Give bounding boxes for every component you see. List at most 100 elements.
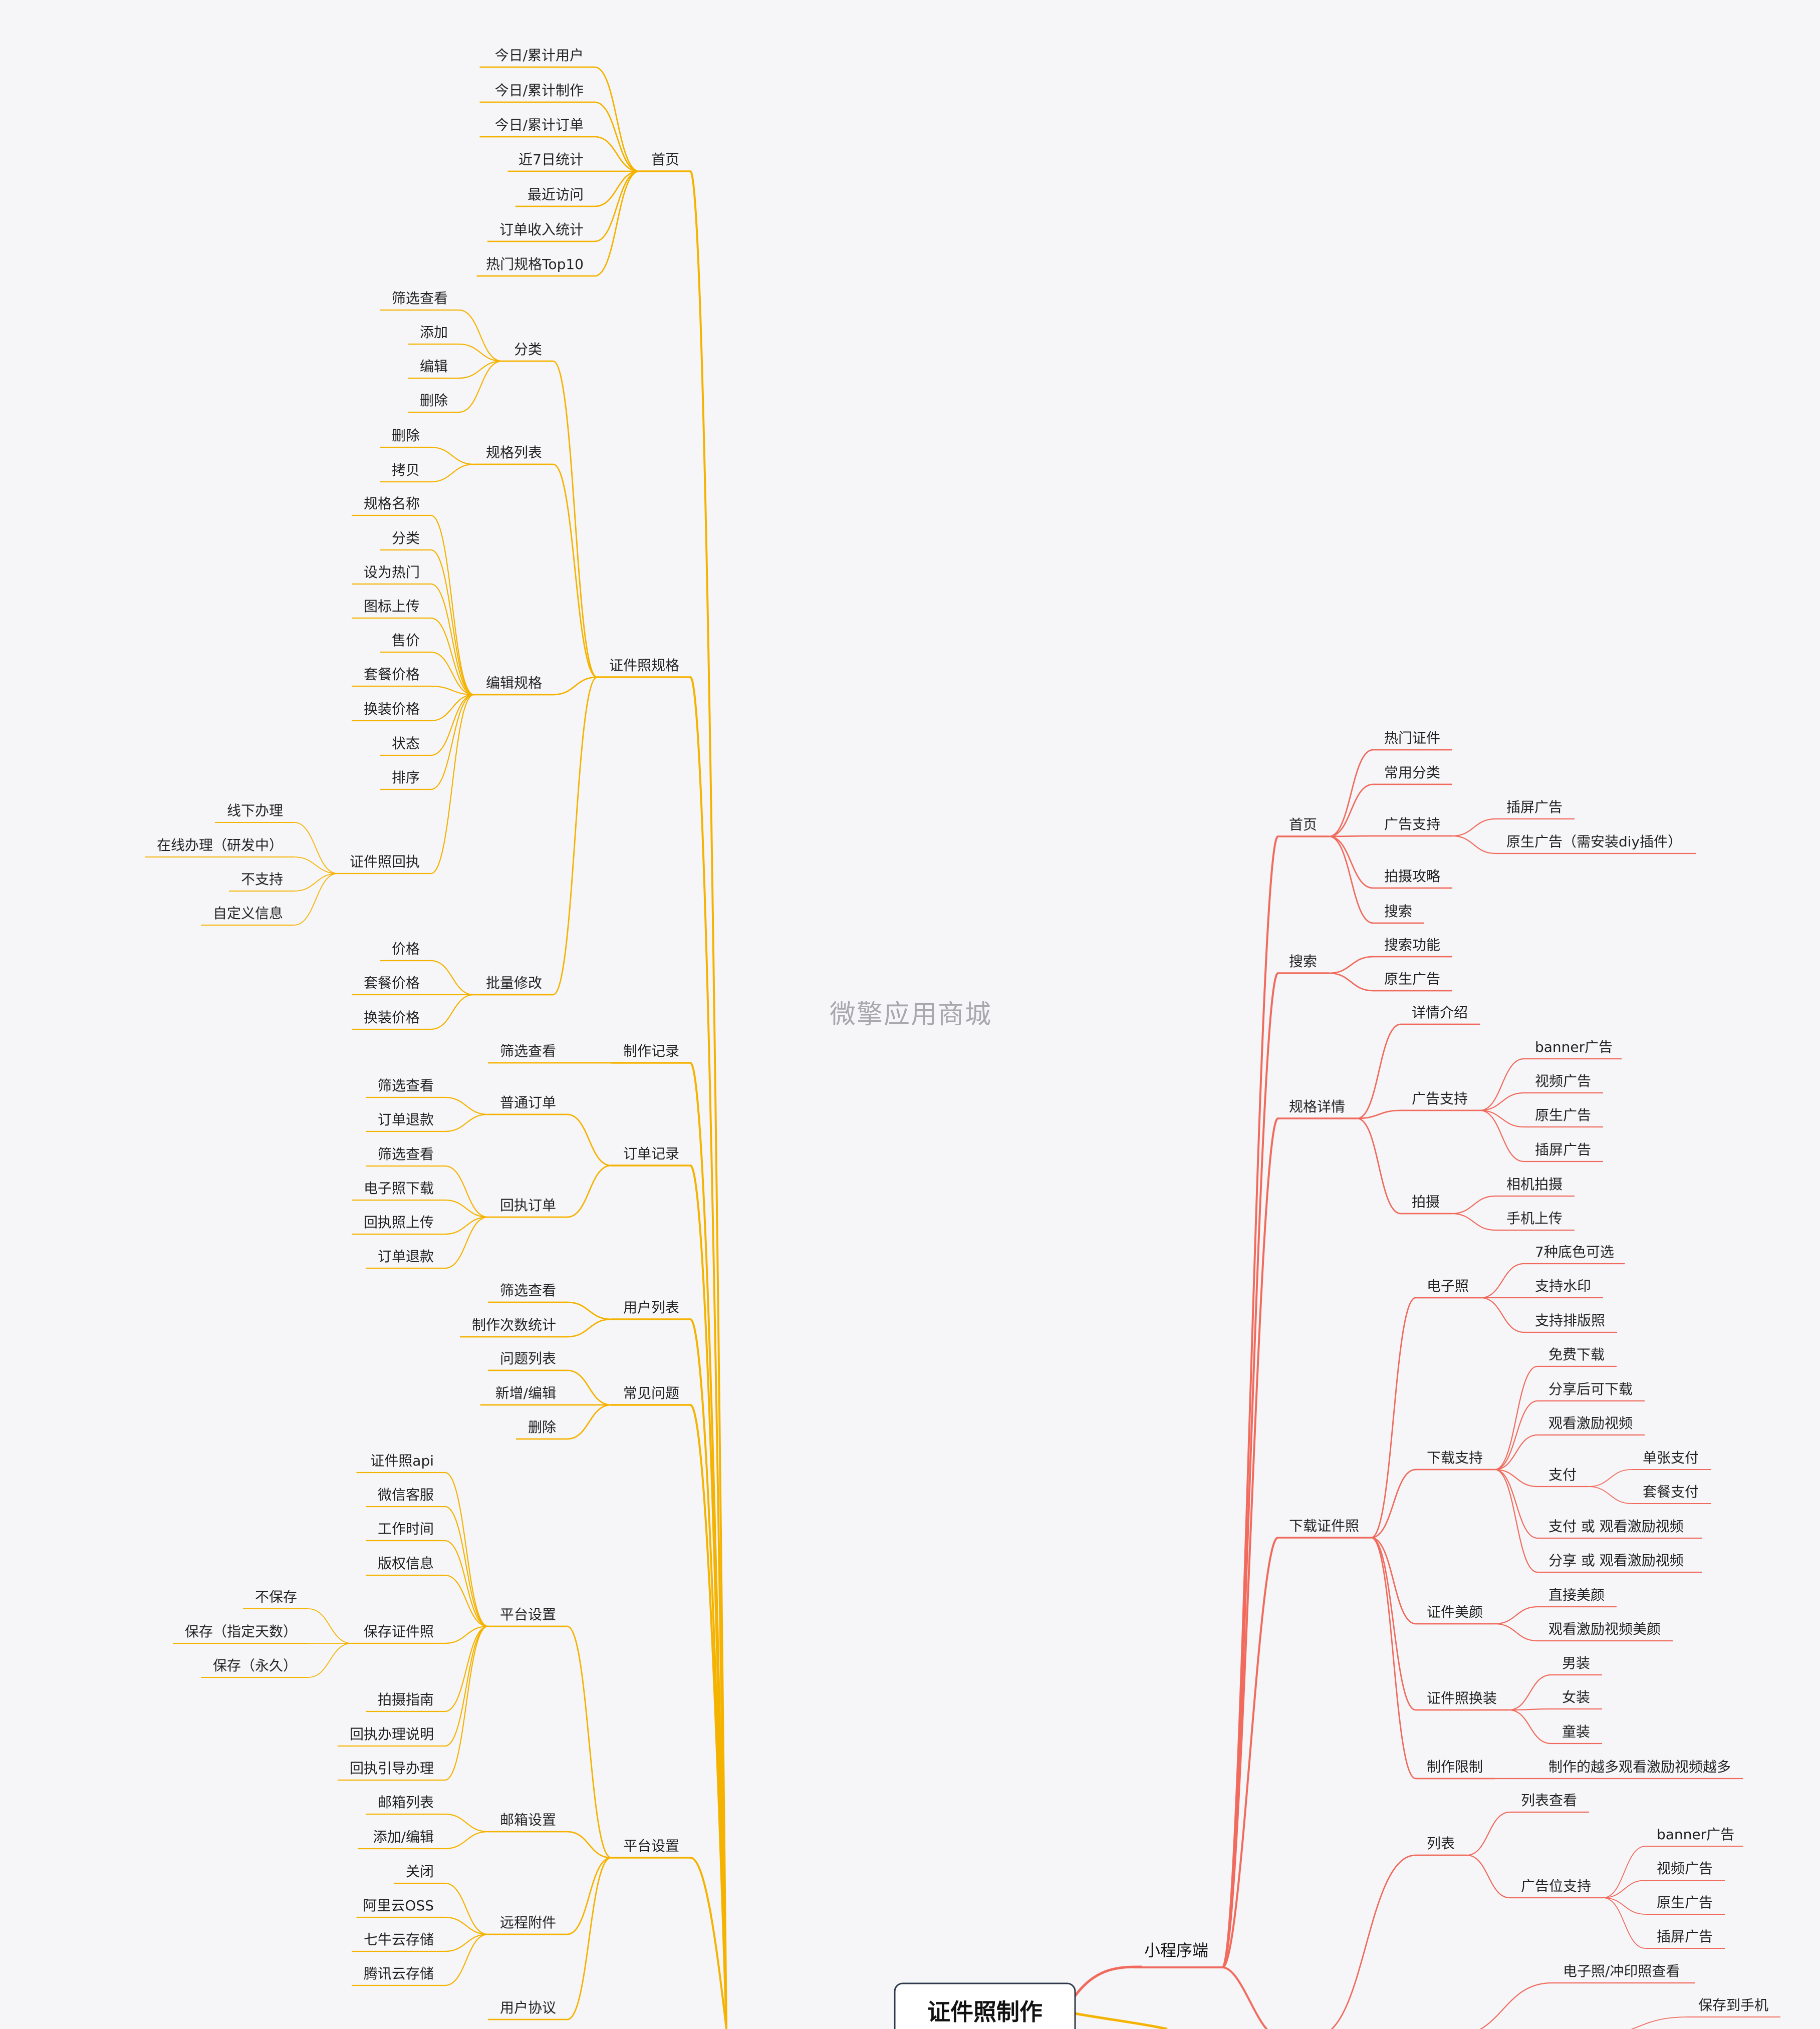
node[interactable]: 筛选查看 [488, 1043, 567, 1064]
node[interactable]: 相机拍摄 [1495, 1176, 1575, 1197]
node[interactable]: 支付 [1537, 1467, 1589, 1488]
node[interactable]: 广告位支持 [1510, 1878, 1603, 1899]
node[interactable]: 回执订单 [488, 1197, 567, 1218]
node[interactable]: 添加 [408, 324, 459, 345]
node[interactable]: 制作记录 [611, 1043, 690, 1064]
node[interactable]: 新增/编辑 [480, 1385, 568, 1406]
node[interactable]: 近7日统计 [507, 151, 595, 172]
node[interactable]: 订单收入统计 [487, 221, 595, 242]
node[interactable]: 制作次数统计 [460, 1317, 567, 1338]
node[interactable]: 今日/累计订单 [479, 117, 595, 138]
node[interactable]: 订单退款 [366, 1248, 445, 1269]
node[interactable]: 保存（指定天数） [173, 1623, 308, 1644]
node[interactable]: 制作的越多观看激励视频越多 [1537, 1759, 1743, 1780]
node[interactable]: 观看激励视频美颜 [1537, 1621, 1673, 1642]
node[interactable]: 不支持 [229, 871, 294, 892]
node[interactable]: 搜索 [1278, 953, 1329, 974]
node[interactable]: 图标上传 [352, 598, 431, 619]
node[interactable]: 回执办理说明 [338, 1726, 445, 1747]
node[interactable]: 腾讯云存储 [352, 1965, 445, 1986]
node[interactable]: 证件照规格 [597, 657, 690, 678]
node[interactable]: banner广告 [1524, 1039, 1622, 1060]
node[interactable]: 拍摄攻略 [1373, 868, 1452, 889]
node[interactable]: 观看激励视频 [1537, 1415, 1645, 1436]
node[interactable]: 分享后可下载 [1537, 1381, 1645, 1402]
node[interactable]: 视频广告 [1646, 1860, 1725, 1881]
center-topic[interactable]: 证件照制作 [894, 1982, 1076, 2029]
node[interactable]: 删除 [380, 427, 431, 448]
node[interactable]: 版权信息 [366, 1555, 445, 1576]
node[interactable]: 分类 [502, 341, 553, 362]
node[interactable]: 规格详情 [1278, 1098, 1357, 1119]
node[interactable]: 保存（永久） [201, 1657, 308, 1678]
node[interactable]: 支持排版照 [1524, 1312, 1617, 1333]
node[interactable]: 邮箱列表 [366, 1794, 445, 1815]
node[interactable]: 分享 或 观看激励视频 [1537, 1552, 1702, 1573]
node[interactable]: 拷贝 [380, 462, 431, 483]
node[interactable]: 排序 [380, 769, 431, 790]
node[interactable]: 平台设置 [611, 1838, 690, 1859]
node[interactable]: 保存证件照 [352, 1623, 445, 1644]
node[interactable]: 七牛云存储 [352, 1931, 445, 1952]
node[interactable]: 支付 或 观看激励视频 [1537, 1518, 1702, 1539]
node[interactable]: 插屏广告 [1495, 799, 1575, 820]
node[interactable]: 用户协议 [488, 1999, 567, 2020]
node[interactable]: 筛选查看 [366, 1146, 445, 1167]
node[interactable]: 自定义信息 [201, 905, 294, 926]
node[interactable]: 平台设置 [488, 1606, 567, 1627]
node[interactable]: 列表 [1416, 1835, 1467, 1856]
node[interactable]: 在线办理（研发中） [145, 837, 294, 857]
node[interactable]: 问题列表 [488, 1350, 567, 1371]
node[interactable]: banner广告 [1646, 1826, 1743, 1847]
node[interactable]: 电子照/冲印照查看 [1552, 1963, 1695, 1984]
node[interactable]: 订单退款 [366, 1111, 445, 1132]
node[interactable]: 电子照 [1416, 1278, 1481, 1299]
node[interactable]: 下载支持 [1416, 1450, 1495, 1471]
node[interactable]: 关闭 [394, 1863, 445, 1884]
node[interactable]: 筛选查看 [380, 290, 459, 311]
node[interactable]: 下载证件照 [1278, 1518, 1371, 1539]
node[interactable]: 热门规格Top10 [476, 256, 595, 277]
node[interactable]: 手机上传 [1495, 1210, 1575, 1231]
node[interactable]: 订单记录 [611, 1145, 690, 1167]
node[interactable]: 远程附件 [488, 1914, 567, 1935]
node[interactable]: 用户列表 [611, 1299, 690, 1320]
node[interactable]: 状态 [380, 735, 431, 756]
node[interactable]: 7种底色可选 [1524, 1244, 1625, 1265]
node[interactable]: 阿里云OSS [356, 1897, 445, 1918]
node[interactable]: 首页 [639, 151, 690, 172]
node[interactable]: 换装价格 [352, 701, 431, 722]
node[interactable]: 添加/编辑 [358, 1829, 445, 1850]
node[interactable]: 微信客服 [366, 1487, 445, 1508]
node[interactable]: 售价 [380, 632, 431, 653]
node[interactable]: 常见问题 [611, 1385, 690, 1406]
node[interactable]: 编辑规格 [474, 675, 553, 696]
node[interactable]: 证件照api [356, 1453, 445, 1474]
node[interactable]: 男装 [1551, 1655, 1602, 1676]
node[interactable]: 直接美颜 [1537, 1587, 1617, 1608]
node[interactable]: 回执引导办理 [338, 1760, 445, 1781]
node[interactable]: 制作限制 [1416, 1759, 1495, 1780]
node[interactable]: 不保存 [243, 1589, 308, 1609]
node[interactable]: 设为热门 [352, 564, 431, 585]
node[interactable]: 证件美颜 [1416, 1604, 1495, 1625]
node[interactable]: 分类 [380, 530, 431, 551]
node[interactable]: 广告支持 [1373, 816, 1452, 837]
node[interactable]: 插屏广告 [1646, 1928, 1725, 1949]
node[interactable]: 列表查看 [1510, 1792, 1589, 1813]
node[interactable]: 搜索功能 [1373, 937, 1452, 958]
node[interactable]: 批量修改 [474, 975, 553, 996]
node[interactable]: 搜索 [1373, 903, 1424, 924]
node[interactable]: 热门证件 [1373, 730, 1452, 751]
node[interactable]: 删除 [516, 1419, 567, 1440]
node[interactable]: 工作时间 [366, 1521, 445, 1542]
node[interactable]: 套餐支付 [1632, 1484, 1711, 1504]
node[interactable]: 线下办理 [215, 802, 294, 823]
node[interactable]: 换装价格 [352, 1009, 431, 1030]
node[interactable]: 视频广告 [1524, 1073, 1603, 1094]
node[interactable]: 电子照下载 [352, 1180, 445, 1201]
node[interactable]: 规格名称 [352, 495, 431, 516]
node[interactable]: 回执照上传 [352, 1214, 445, 1235]
node[interactable]: 原生广告 [1524, 1107, 1603, 1128]
node[interactable]: 支持水印 [1524, 1278, 1603, 1299]
